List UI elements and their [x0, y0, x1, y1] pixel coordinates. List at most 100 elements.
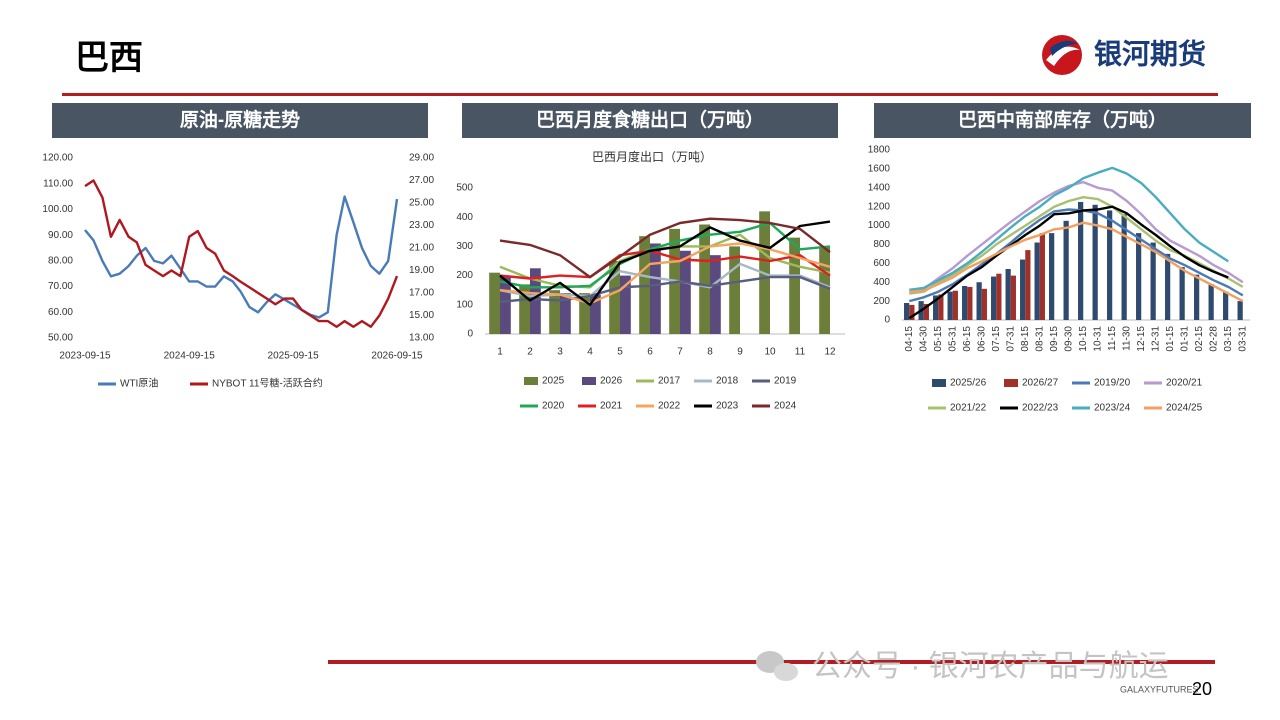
line — [499, 221, 831, 289]
y-tick-label: 800 — [873, 239, 890, 250]
y2-tick-label: 23.00 — [409, 220, 434, 231]
y2-tick-label: 25.00 — [409, 198, 434, 209]
x-tick-label: 2026-09-15 — [371, 351, 423, 362]
bar — [1078, 201, 1084, 320]
y2-tick-label: 19.00 — [409, 265, 434, 276]
x-tick-label: 11 — [795, 347, 806, 358]
x-tick-label: 10 — [764, 347, 776, 358]
x-tick-label: 10-31 — [1092, 326, 1103, 352]
legend-label: 2025/26 — [950, 378, 987, 389]
y-tick-label: 110.00 — [43, 178, 73, 189]
panel-header — [52, 103, 428, 138]
legend-label: 2026 — [600, 376, 623, 387]
x-tick-label: 5 — [617, 347, 623, 358]
legend-label: 2019 — [774, 376, 797, 387]
y-tick-label: 1600 — [868, 164, 891, 175]
panel-title: 巴西月度食糖出口（万吨） — [536, 108, 764, 131]
line — [908, 205, 1229, 320]
brand: GALAXYFUTURES — [1120, 684, 1199, 694]
legend-label: 2018 — [716, 376, 739, 387]
y-tick-label: 600 — [873, 258, 890, 269]
y-tick-label: 60.00 — [48, 307, 73, 318]
legend-label: 2021 — [600, 401, 623, 412]
y-tick-label: 300 — [456, 241, 473, 252]
x-tick-label: 09-30 — [1063, 326, 1074, 352]
legend-label: 2024 — [774, 401, 797, 412]
panel-title: 原油-原糖走势 — [180, 108, 300, 131]
legend-label: 2023 — [716, 401, 739, 412]
bar — [489, 272, 500, 334]
bar — [1223, 291, 1229, 320]
bar — [947, 291, 953, 320]
x-tick-label: 04-15 — [904, 326, 915, 352]
line — [909, 166, 1229, 291]
bar — [1107, 210, 1113, 320]
legend-label: 2019/20 — [1094, 378, 1131, 389]
x-tick-label: 02-15 — [1194, 326, 1205, 352]
y-tick-label: 0 — [467, 329, 473, 340]
y-tick-label: 1800 — [868, 145, 891, 156]
bar — [699, 224, 710, 334]
y2-tick-label: 29.00 — [409, 153, 434, 164]
x-tick-label: 1 — [497, 347, 503, 358]
x-tick-label: 8 — [707, 347, 713, 358]
x-tick-label: 02-28 — [1208, 326, 1219, 352]
bar — [620, 275, 631, 334]
y-tick-label: 200 — [456, 270, 473, 281]
bar — [981, 288, 987, 320]
y-tick-label: 90.00 — [48, 230, 73, 241]
x-tick-label: 11-15 — [1107, 326, 1118, 351]
legend-label: 2020 — [542, 401, 565, 412]
page-number: 20 — [1192, 679, 1212, 699]
legend-label: 2025 — [542, 376, 565, 387]
x-tick-label: 10-15 — [1078, 326, 1089, 352]
y2-tick-label: 17.00 — [409, 288, 434, 299]
legend-swatch — [932, 379, 946, 387]
x-tick-label: 05-15 — [933, 326, 944, 352]
slide-title: 巴西 — [75, 39, 143, 77]
bar — [530, 268, 541, 334]
y-tick-label: 100 — [456, 299, 473, 310]
bar — [938, 294, 944, 320]
bar — [519, 284, 530, 334]
x-tick-label: 6 — [647, 347, 653, 358]
x-tick-label: 2024-09-15 — [164, 351, 216, 362]
bar — [933, 295, 939, 320]
x-tick-label: 12 — [824, 347, 836, 358]
logo-text: 银河期货 — [1094, 37, 1206, 69]
bar — [1136, 233, 1142, 320]
x-tick-label: 01-31 — [1179, 326, 1190, 352]
bar — [1165, 253, 1171, 320]
line — [499, 217, 831, 279]
y-tick-label: 200 — [873, 296, 890, 307]
bar — [680, 250, 691, 334]
bar — [549, 290, 560, 334]
bar — [789, 237, 800, 334]
bar — [1150, 242, 1156, 320]
x-tick-label: 06-15 — [962, 326, 973, 352]
y-tick-label: 50.00 — [48, 333, 73, 344]
legend-label: 2026/27 — [1022, 378, 1059, 389]
legend-label: 2020/21 — [1166, 378, 1203, 389]
line — [499, 242, 831, 305]
bar — [729, 246, 740, 334]
chart-title: 巴西月度出口（万吨） — [592, 149, 712, 164]
wechat-icon — [756, 651, 798, 681]
x-tick-label: 2025-09-15 — [268, 351, 320, 362]
bar — [609, 261, 620, 334]
bar — [1179, 267, 1185, 320]
x-tick-label: 07-15 — [991, 326, 1002, 352]
line — [499, 275, 831, 304]
legend-swatch — [524, 377, 538, 385]
bar — [1025, 250, 1031, 320]
x-tick-label: 4 — [587, 347, 593, 358]
x-tick-label: 09-15 — [1049, 326, 1060, 352]
legend-label: NYBOT 11号糖-活跃合约 — [212, 377, 323, 390]
bar — [967, 286, 973, 320]
y-tick-label: 1400 — [868, 182, 891, 193]
bar — [1121, 214, 1127, 320]
bar — [976, 282, 982, 320]
bar — [590, 294, 601, 334]
y-tick-label: 80.00 — [48, 255, 73, 266]
bar — [1039, 233, 1045, 320]
